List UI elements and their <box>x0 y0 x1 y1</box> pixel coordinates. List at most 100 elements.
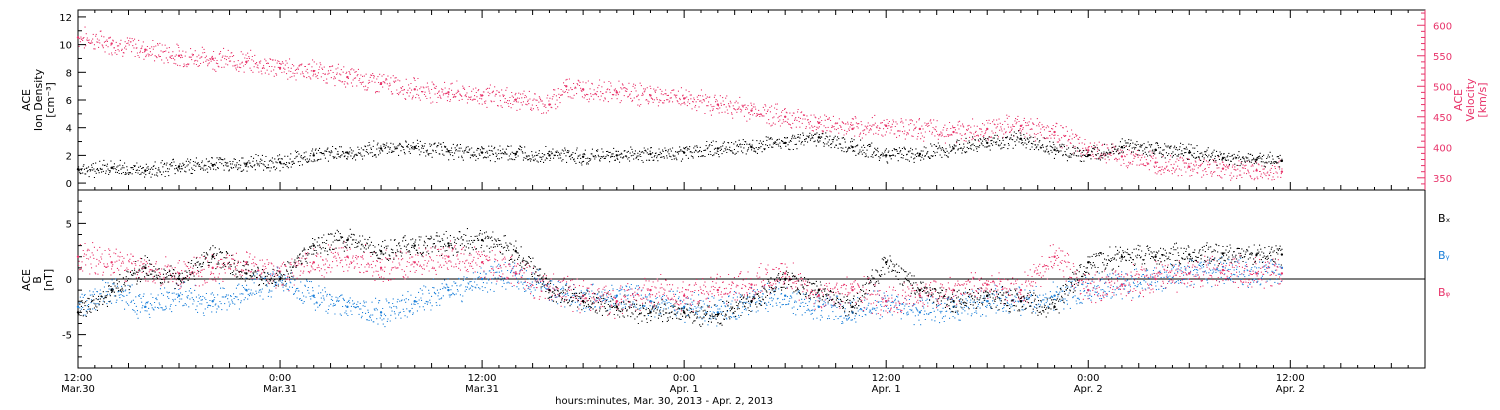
density-axis-label: Ion Density <box>32 68 45 131</box>
density-tick-label: 2 <box>66 151 72 162</box>
by-series-point <box>783 294 787 297</box>
density-series-point <box>346 151 349 154</box>
x-axis-title: hours:minutes, Mar. 30, 2013 - Apr. 2, 2… <box>555 396 773 407</box>
x-tick-label-date: Apr. 1 <box>670 384 699 395</box>
bx-series-point <box>76 311 80 314</box>
velocity-series-point <box>1280 170 1284 173</box>
bx-series-point <box>682 311 686 314</box>
density-series-point <box>1019 137 1023 140</box>
bz-series-point <box>649 288 652 292</box>
density-series-point <box>278 161 282 164</box>
bz-series-point <box>1019 288 1023 292</box>
density-series-point <box>817 136 821 139</box>
density-series <box>76 130 1284 179</box>
b-legend-entry: Bᵩ <box>1438 286 1451 299</box>
velocity-axis-label: [km/s] <box>1476 82 1489 117</box>
density-tick-label: 10 <box>59 41 72 52</box>
velocity-series-point <box>750 109 753 112</box>
density-series-point <box>245 162 248 165</box>
velocity-tick-label: 400 <box>1433 143 1452 154</box>
velocity-series-point <box>851 127 854 131</box>
density-series-point <box>986 141 989 145</box>
bx-series-point <box>1188 253 1191 256</box>
b-tick-label: 0 <box>66 275 72 286</box>
velocity-series-point <box>278 66 282 70</box>
bz-series-point <box>1154 277 1157 281</box>
x-tick-label-date: Apr. 2 <box>1074 384 1103 395</box>
velocity-series-point <box>565 85 568 88</box>
bx-series-point <box>144 266 147 270</box>
bx-series-point <box>312 244 315 247</box>
velocity-series-point <box>1154 161 1157 164</box>
velocity-tick-label: 550 <box>1433 52 1452 63</box>
velocity-series-point <box>144 48 147 51</box>
density-series-cloud <box>78 130 1283 179</box>
density-series-point <box>1221 156 1225 160</box>
density-series-point <box>918 152 922 156</box>
bz-series-point <box>1221 268 1225 272</box>
bx-series-point <box>245 272 248 275</box>
x-tick-label-time: 12:00 <box>872 373 901 384</box>
velocity-series-point <box>1255 169 1258 172</box>
x-tick-label-date: Mar.31 <box>465 384 499 395</box>
x-tick-label-time: 0:00 <box>673 373 695 384</box>
bz-series-point <box>245 261 248 264</box>
density-tick-label: 6 <box>66 96 72 107</box>
by-series-point <box>177 294 181 297</box>
bz-series-point <box>514 272 517 275</box>
velocity-series-point <box>1221 167 1225 170</box>
x-tick-label-date: Mar.31 <box>263 384 297 395</box>
density-series-point <box>783 141 787 145</box>
density-series-point <box>649 152 652 156</box>
bx-series-point <box>110 288 113 292</box>
bx-series-point <box>413 244 416 247</box>
bx-series <box>76 228 1284 327</box>
velocity-tick-label: 600 <box>1433 21 1452 32</box>
bz-series-point <box>1087 288 1090 292</box>
bz-series-point <box>76 255 80 258</box>
density-tick-label: 0 <box>66 179 72 190</box>
velocity-series-point <box>986 127 989 131</box>
velocity-tick-label: 500 <box>1433 82 1452 93</box>
by-series-point <box>447 288 450 292</box>
bx-series-cloud <box>78 228 1283 327</box>
bx-series-point <box>447 242 450 245</box>
velocity-series-point <box>952 130 955 134</box>
density-series-point <box>615 154 618 157</box>
bx-series-point <box>952 300 955 303</box>
density-tick-label: 4 <box>66 124 72 135</box>
density-series-point <box>548 154 551 157</box>
bx-series-point <box>615 305 618 309</box>
bz-series-point <box>783 272 787 275</box>
velocity-series-point <box>1053 130 1056 134</box>
bz-series-point <box>851 288 854 292</box>
b-tick-label: -5 <box>62 331 72 342</box>
velocity-series-point <box>379 82 383 85</box>
velocity-series-point <box>177 54 181 57</box>
bx-series-point <box>278 277 282 281</box>
bz-series-point <box>110 261 113 264</box>
velocity-tick-label: 350 <box>1433 174 1452 185</box>
velocity-series-point <box>783 115 787 118</box>
bz-series-point <box>750 283 753 286</box>
velocity-series-point <box>211 57 214 61</box>
bz-series-point <box>1188 272 1191 275</box>
density-axis-label: [cm⁻³] <box>44 82 57 118</box>
velocity-series-point <box>1087 149 1090 152</box>
by-series-point <box>615 294 618 297</box>
density-series-point <box>581 155 585 158</box>
b-axis-label: B <box>31 276 44 284</box>
bx-series-point <box>1255 253 1258 256</box>
density-series-point <box>716 147 720 150</box>
bx-series-point <box>1280 253 1284 256</box>
bz-series-point <box>1053 255 1056 258</box>
bz-series-point <box>885 300 888 303</box>
bx-series-point <box>177 277 181 281</box>
density-series-point <box>851 145 854 149</box>
bx-series-point <box>379 249 383 253</box>
x-tick-label-date: Mar.30 <box>61 384 95 395</box>
x-tick-label-time: 0:00 <box>269 373 291 384</box>
velocity-series-point <box>716 103 720 106</box>
bx-series-point <box>851 305 854 309</box>
